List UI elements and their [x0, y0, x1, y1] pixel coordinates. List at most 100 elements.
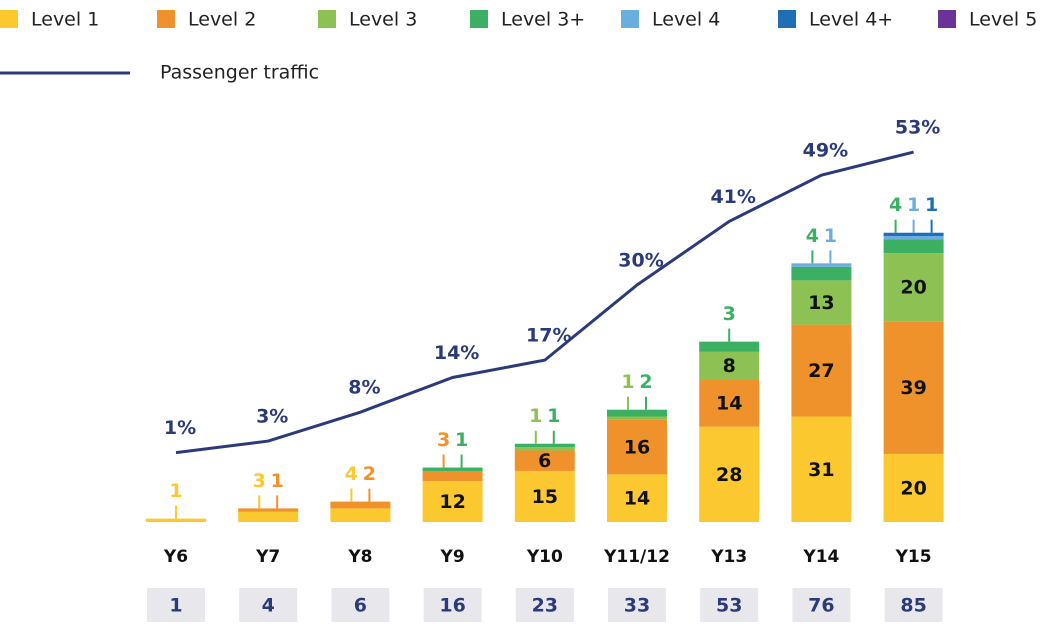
bar-segment [699, 351, 760, 380]
total-label: 16 [439, 595, 465, 617]
data-label: 3 [253, 470, 266, 492]
bar-segment [607, 416, 667, 420]
total-box [515, 588, 574, 622]
x-tick-label: Y14 [802, 547, 839, 567]
bar-segment [514, 443, 575, 448]
total-label: 6 [354, 595, 367, 617]
total-box [423, 588, 482, 622]
total-label: 4 [262, 595, 275, 617]
data-label: 2 [363, 463, 376, 485]
x-tick-label: Y8 [347, 547, 372, 567]
data-label: 1 [621, 371, 634, 393]
bar-segment [883, 453, 944, 522]
data-label: 1 [169, 480, 182, 502]
total-label: 33 [624, 595, 650, 617]
legend-swatch [621, 10, 639, 28]
legend-swatch [0, 10, 18, 28]
bar-segment [883, 321, 944, 454]
total-box [239, 588, 298, 622]
legend-swatch [938, 10, 956, 28]
data-label: 3 [723, 303, 736, 325]
total-box [700, 588, 759, 622]
data-label: 20 [900, 477, 926, 499]
line-label: 14% [434, 342, 479, 364]
data-label: 15 [532, 486, 558, 508]
bar-segment [883, 236, 944, 240]
line [175, 150, 914, 455]
bar-segment [607, 409, 667, 417]
legend-label: Level 2 [188, 9, 256, 31]
bar-segment [699, 426, 760, 522]
bar-segment [514, 470, 575, 522]
x-tick-label: Y15 [895, 547, 932, 567]
line-label: 1% [164, 417, 196, 439]
legend-swatch [157, 10, 175, 28]
line-label: 3% [256, 406, 288, 428]
total-label: 53 [716, 595, 742, 617]
data-label: 31 [808, 459, 834, 481]
total-label: 1 [169, 595, 182, 617]
total-label: 76 [808, 595, 834, 617]
x-tick-label: Y9 [440, 547, 465, 567]
bar-segment [699, 341, 760, 352]
bar-segment [514, 447, 575, 451]
bar-segment [791, 280, 852, 325]
data-label: 27 [808, 360, 834, 382]
legend-swatch [778, 10, 796, 28]
x-tick-label: Y6 [163, 547, 188, 567]
total-label: 85 [900, 595, 926, 617]
bar-segment [238, 508, 299, 512]
bar-segment [883, 253, 944, 322]
bar-segment [791, 263, 852, 267]
line-label: 30% [618, 249, 663, 271]
data-label: 8 [723, 355, 736, 377]
data-label: 1 [529, 405, 542, 427]
bar-segment [238, 511, 299, 522]
line-label: 49% [803, 140, 848, 162]
data-label: 6 [538, 450, 551, 472]
data-label: 28 [716, 464, 742, 486]
legend-label: Level 3+ [501, 9, 585, 31]
data-label: 14 [624, 488, 650, 510]
legend-label: Level 4+ [809, 9, 893, 31]
data-label: 1 [824, 225, 837, 247]
bar-segment [422, 481, 483, 522]
total-box [608, 588, 666, 622]
total-box [792, 588, 851, 622]
data-label: 12 [439, 491, 465, 513]
x-tick-label: Y7 [255, 547, 280, 567]
line-label: 8% [348, 377, 380, 399]
bar-segment [791, 266, 852, 281]
bar-segment [607, 474, 667, 522]
bar-segment [330, 501, 391, 509]
x-tick-label: Y11/12 [603, 547, 670, 567]
legend-swatch [318, 10, 336, 28]
bar-segment [791, 416, 852, 522]
data-label: 1 [547, 405, 560, 427]
legend-label: Level 3 [349, 9, 417, 31]
data-label: 2 [639, 371, 652, 393]
data-label: 4 [889, 194, 902, 216]
data-label: 16 [624, 437, 650, 459]
total-box [147, 588, 205, 622]
data-label: 4 [806, 225, 819, 247]
data-label: 39 [900, 377, 926, 399]
data-label: 20 [900, 277, 926, 299]
legend-label: Level 1 [31, 9, 99, 31]
legend-label: Passenger traffic [160, 62, 319, 84]
bar-segment [699, 379, 760, 427]
line-label: 53% [895, 117, 940, 139]
data-label: 1 [907, 194, 920, 216]
data-label: 14 [716, 392, 742, 414]
bar-segment [607, 419, 667, 475]
total-box [884, 588, 943, 622]
bar-segment [422, 470, 483, 482]
bar-segment [146, 518, 206, 522]
x-tick-label: Y13 [710, 547, 747, 567]
line-label: 17% [526, 325, 571, 347]
data-label: 1 [455, 429, 468, 451]
bar-segment [422, 467, 483, 471]
bar-segment [330, 508, 391, 522]
legend-label: Level 5 [969, 9, 1037, 31]
